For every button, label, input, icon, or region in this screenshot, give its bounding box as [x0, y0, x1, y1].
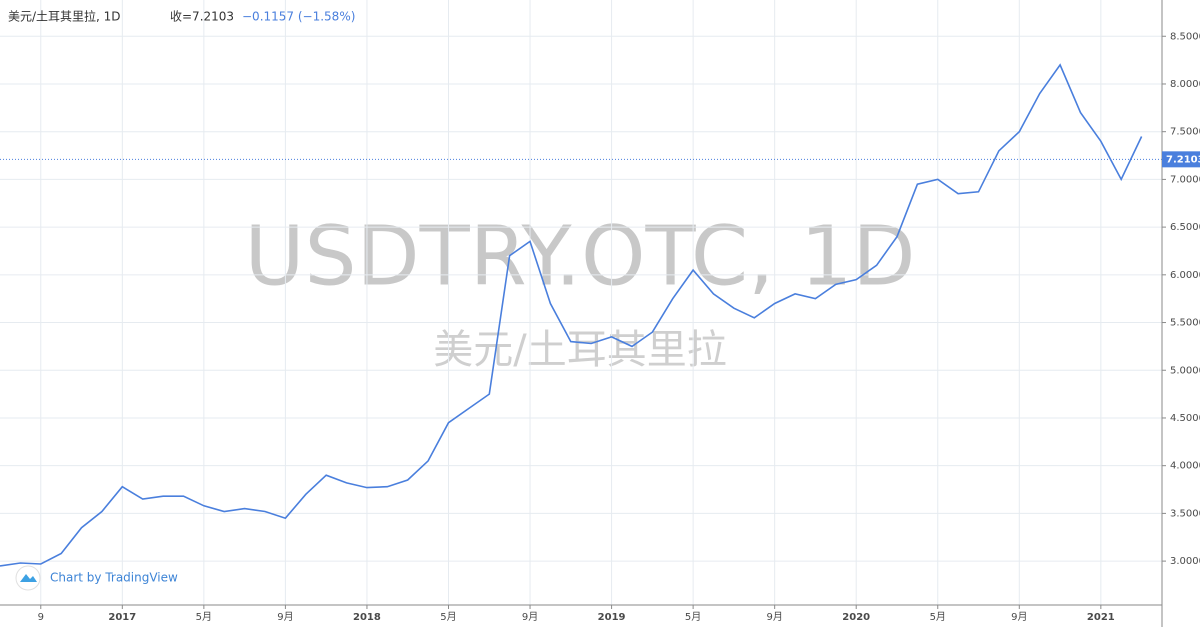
- x-tick-label: 5月: [685, 611, 701, 623]
- y-tick-label: 7.5000: [1170, 127, 1200, 138]
- close-text: 收=7.2103: [170, 10, 234, 24]
- x-tick-label: 9月: [522, 611, 538, 623]
- change-text: −0.1157 (−1.58%): [242, 10, 355, 24]
- y-tick-label: 3.5000: [1170, 508, 1200, 519]
- x-tick-label: 2018: [353, 612, 381, 623]
- watermark-sub: 美元/土耳其里拉: [433, 327, 726, 373]
- x-tick-label: 5月: [930, 611, 946, 623]
- y-tick-label: 7.0000: [1170, 174, 1200, 185]
- x-tick-label: 2017: [108, 612, 136, 623]
- x-tick-label: 5月: [196, 611, 212, 623]
- x-tick-label: 2019: [598, 612, 626, 623]
- y-tick-label: 8.0000: [1170, 79, 1200, 90]
- attribution[interactable]: Chart by TradingView: [50, 571, 178, 585]
- y-tick-label: 6.0000: [1170, 270, 1200, 281]
- symbol: 美元/土耳其里拉, 1D: [8, 9, 121, 24]
- y-tick-label: 4.5000: [1170, 413, 1200, 424]
- y-tick-label: 6.5000: [1170, 222, 1200, 233]
- price-tag-label: 7.2103: [1166, 154, 1200, 165]
- watermark: USDTRY.OTC, 1D: [244, 209, 915, 304]
- y-tick-label: 3.0000: [1170, 556, 1200, 567]
- logo-icon: [20, 574, 37, 582]
- x-tick-label: 5月: [440, 611, 456, 623]
- x-tick-label: 2021: [1087, 612, 1115, 623]
- x-tick-label: 9: [38, 612, 44, 623]
- x-tick-label: 9月: [277, 611, 293, 623]
- y-tick-label: 8.5000: [1170, 31, 1200, 42]
- x-tick-label: 9月: [1011, 611, 1027, 623]
- y-tick-label: 5.5000: [1170, 318, 1200, 329]
- x-tick-label: 9月: [766, 611, 782, 623]
- y-tick-label: 5.0000: [1170, 365, 1200, 376]
- price-line: [0, 63, 1143, 567]
- y-tick-label: 4.0000: [1170, 461, 1200, 472]
- price-tag: [1162, 151, 1200, 168]
- x-tick-label: 2020: [842, 612, 870, 623]
